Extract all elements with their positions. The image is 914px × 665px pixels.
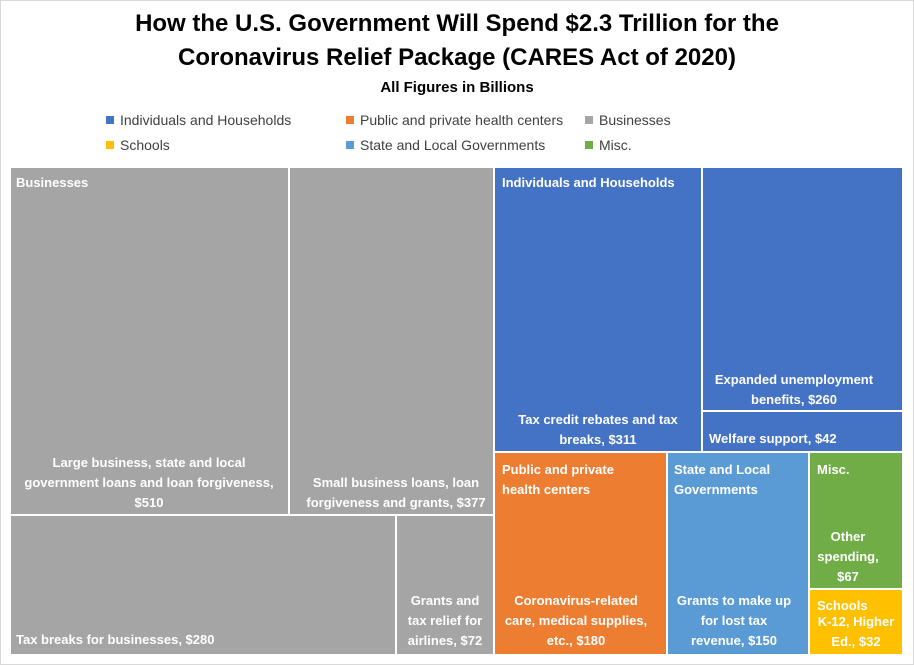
- legend-swatch: [346, 141, 354, 149]
- treemap-tile-label: Tax breaks for businesses, $280: [16, 632, 214, 647]
- treemap-tile-label: Coronavirus-related care, medical supplie…: [505, 593, 647, 648]
- treemap-tile-public-and-private-health-centers-1: [493, 451, 668, 656]
- chart-title-line-1: How the U.S. Government Will Spend $2.3 …: [135, 10, 779, 37]
- treemap-tile-individuals-and-households-3: [701, 410, 904, 453]
- treemap-tile-businesses-4: [395, 514, 495, 656]
- treemap-tile-label: Grants to make up for lost tax revenue, $1…: [677, 593, 791, 648]
- legend-swatch: [346, 116, 354, 124]
- treemap-tile-label: Small business loans, loan forgiveness an…: [306, 475, 485, 510]
- legend-label: Businesses: [599, 112, 671, 128]
- treemap-tile-label: K-12, Higher Ed., $32: [818, 614, 895, 649]
- treemap-tile-businesses-1: [9, 166, 290, 516]
- treemap-tile-label: Large business, state and local governmen…: [24, 455, 273, 510]
- treemap-group-label-businesses: Businesses: [16, 175, 88, 190]
- legend-item-individuals: Individuals and Households: [106, 111, 291, 129]
- treemap-group-label-misc: Misc.: [817, 462, 850, 477]
- legend-label: Misc.: [599, 137, 632, 153]
- legend-label: State and Local Governments: [360, 137, 546, 153]
- treemap-group-label-individuals-and-households: Individuals and Households: [502, 175, 675, 190]
- treemap-group-label-state-and-local-governments: State and Local Governments: [674, 462, 770, 497]
- legend-item-health-centers: Public and private health centers: [346, 111, 563, 129]
- legend-label: Schools: [120, 137, 170, 153]
- chart-subtitle: All Figures in Billions: [380, 79, 534, 96]
- legend-item-businesses: Businesses: [585, 111, 671, 129]
- treemap-tile-label: Tax credit rebates and tax breaks, $311: [518, 412, 678, 447]
- legend-item-misc: Misc.: [585, 136, 632, 154]
- treemap-group-label-public-and-private-health-centers: Public and private health centers: [502, 462, 614, 497]
- treemap-tile-label: Grants and tax relief for airlines, $72: [408, 593, 482, 648]
- legend-item-schools: Schools: [106, 136, 170, 154]
- legend-label: Public and private health centers: [360, 112, 564, 128]
- treemap-tile-schools-1: [808, 588, 904, 656]
- treemap-tile-label: Expanded unemployment benefits, $260: [715, 372, 874, 407]
- legend-item-state-local: State and Local Governments: [346, 136, 545, 154]
- treemap-group-label-schools: Schools: [817, 598, 868, 613]
- treemap-tile-individuals-and-households-1: [493, 166, 703, 453]
- treemap-tile-label: Welfare support, $42: [709, 431, 837, 446]
- chart-title-line-2: Coronavirus Relief Package (CARES Act of…: [178, 44, 736, 71]
- legend-swatch: [106, 116, 114, 124]
- treemap-tile-label: Other spending, $67: [817, 529, 878, 584]
- treemap-tile-businesses-2: [288, 166, 495, 516]
- legend-swatch: [585, 116, 593, 124]
- treemap-tile-misc-1: [808, 451, 904, 590]
- treemap-tile-individuals-and-households-2: [701, 166, 904, 412]
- treemap-tile-businesses-3: [9, 514, 397, 656]
- legend-label: Individuals and Households: [120, 112, 292, 128]
- legend-swatch: [106, 141, 114, 149]
- legend-swatch: [585, 141, 593, 149]
